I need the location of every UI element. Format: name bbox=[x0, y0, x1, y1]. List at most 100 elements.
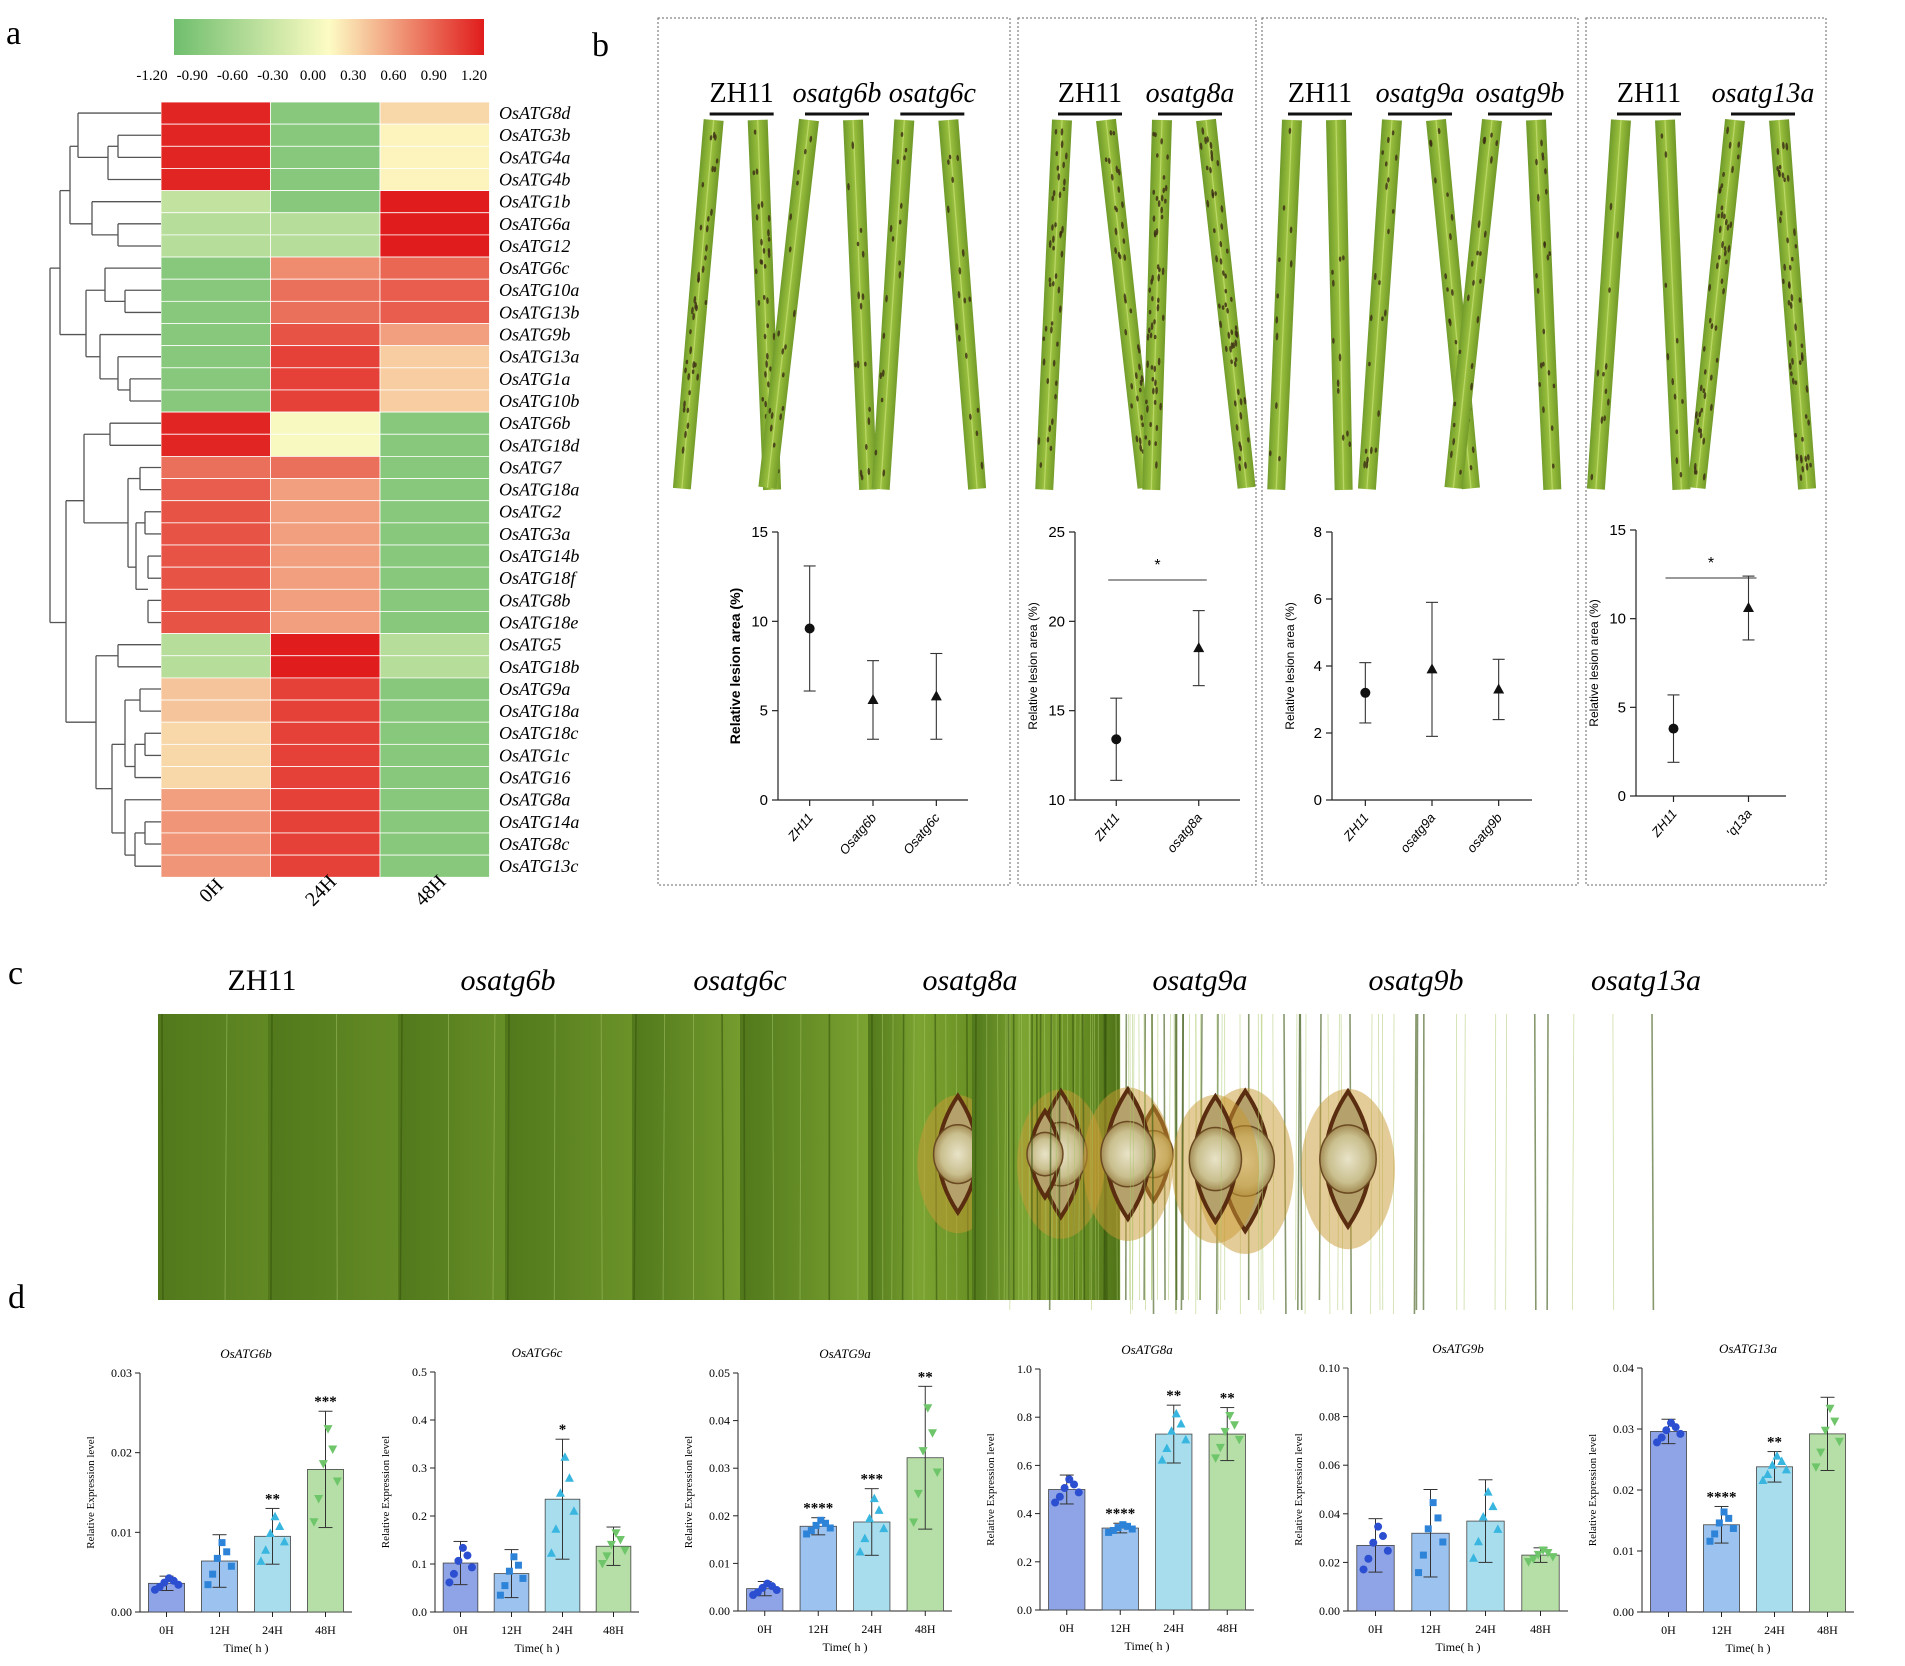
replicate-point bbox=[913, 1489, 923, 1499]
leaf-midrib bbox=[1275, 119, 1293, 490]
expression-chart: OsATG9a 0.00 0.01 0.02 0.03 0.04 0.05 Relative … bbox=[683, 1346, 952, 1654]
gene-label: OsATG7 bbox=[499, 457, 562, 477]
x-tick-label: ZH11 bbox=[1340, 810, 1372, 844]
replicate-point bbox=[1128, 1525, 1136, 1533]
leaf-blade bbox=[938, 119, 987, 490]
lesion-spot bbox=[1114, 247, 1117, 254]
replicate-point bbox=[1364, 1554, 1373, 1563]
lesion-spot bbox=[788, 246, 792, 253]
leaf-blade bbox=[1586, 119, 1631, 490]
lesion-spot bbox=[1062, 186, 1066, 192]
lesion-spot bbox=[712, 131, 716, 139]
leaf-vein bbox=[1260, 1013, 1264, 1311]
heatmap-cell bbox=[270, 389, 381, 413]
lesion-spot bbox=[1793, 228, 1796, 237]
leaf-blade bbox=[1655, 119, 1691, 491]
heatmap-cell bbox=[270, 123, 381, 147]
replicate-point bbox=[812, 1521, 820, 1529]
lesion-spot bbox=[1225, 248, 1229, 254]
leaf-vein bbox=[1505, 1013, 1508, 1311]
lesion-spot bbox=[1450, 213, 1454, 221]
lesion-spot bbox=[1124, 298, 1127, 304]
heatmap-cell bbox=[160, 566, 271, 590]
lesion-spot bbox=[1444, 273, 1448, 280]
lesion-spot bbox=[1156, 304, 1160, 312]
genotype-label: osatg9a bbox=[1376, 78, 1465, 109]
y-tick-label: 0.04 bbox=[1319, 1507, 1340, 1521]
y-tick-label: 0.01 bbox=[1613, 1544, 1634, 1558]
lesion-spot bbox=[1230, 359, 1233, 364]
lesion-spot bbox=[1785, 142, 1789, 151]
replicate-point bbox=[328, 1445, 338, 1455]
heatmap-cell bbox=[270, 168, 381, 191]
y-tick-label: 0.02 bbox=[1613, 1483, 1634, 1497]
scale-tick-label: 1.20 bbox=[461, 68, 487, 84]
lesion-spot bbox=[1048, 425, 1052, 433]
replicate-point bbox=[1543, 1549, 1553, 1558]
gene-label: OsATG14b bbox=[499, 546, 579, 566]
lesion-spot bbox=[1243, 396, 1247, 405]
lesion-spot bbox=[947, 159, 950, 165]
y-tick-label: 1.0 bbox=[1017, 1362, 1032, 1376]
expression-bar-charts: OsATG6b 0.00 0.01 0.02 0.03 Relative Expressi… bbox=[85, 1341, 1854, 1655]
lesion-spot bbox=[1054, 128, 1058, 135]
leaf-vein bbox=[506, 1013, 510, 1301]
x-axis-label: Time( h ) bbox=[1436, 1640, 1481, 1654]
replicate-point bbox=[1230, 1421, 1240, 1430]
lesion-spot bbox=[1804, 455, 1808, 462]
heatmap-cell bbox=[270, 655, 381, 679]
lesion-spot bbox=[898, 260, 901, 266]
lesion-spot bbox=[1542, 328, 1546, 335]
lesion-spot bbox=[1147, 327, 1151, 334]
replicate-point bbox=[275, 1521, 285, 1531]
lesion-spot bbox=[1490, 132, 1493, 138]
lesion-spot bbox=[1805, 462, 1809, 471]
lesion-spot bbox=[1729, 221, 1733, 229]
lesion-spot bbox=[770, 412, 774, 420]
lesion-spot bbox=[1051, 224, 1054, 231]
scale-tick-label: -0.90 bbox=[177, 68, 208, 84]
lesion-spot bbox=[1724, 219, 1728, 226]
lesion-spot bbox=[1237, 388, 1240, 396]
lesion-spot bbox=[1063, 178, 1066, 186]
heatmap-cell bbox=[379, 145, 490, 169]
lesion-spot bbox=[1154, 441, 1157, 447]
lesion-spot bbox=[752, 170, 756, 176]
mean-marker-triangle bbox=[1426, 663, 1438, 674]
replicate-point bbox=[1473, 1536, 1483, 1546]
replicate-point bbox=[1424, 1525, 1432, 1533]
leaf-vein bbox=[1131, 1013, 1135, 1311]
leaf-vein bbox=[336, 1013, 338, 1301]
gene-label: OsATG6a bbox=[499, 214, 570, 234]
y-tick-label: 0 bbox=[1618, 788, 1626, 805]
lesion-spot bbox=[882, 469, 886, 477]
replicate-point bbox=[1434, 1514, 1442, 1522]
lesion-spot bbox=[1239, 398, 1243, 406]
replicate-point bbox=[551, 1524, 561, 1533]
lesion-spot bbox=[1718, 225, 1722, 234]
gene-label: OsATG1b bbox=[499, 192, 570, 212]
significance-label: * bbox=[1154, 557, 1160, 574]
lesion-spot bbox=[796, 180, 799, 186]
lesion-spot bbox=[767, 214, 771, 222]
lesion-spot bbox=[1054, 273, 1058, 280]
replicate-point bbox=[1811, 1463, 1821, 1472]
lesion-spot bbox=[1363, 460, 1366, 469]
heatmap-cell bbox=[160, 389, 271, 413]
lesion-spot bbox=[1046, 436, 1050, 443]
heatmap-cell bbox=[379, 345, 490, 369]
lesion-spot bbox=[1394, 154, 1398, 161]
lesion-spot bbox=[1801, 436, 1804, 442]
leaf-blade bbox=[1267, 119, 1302, 491]
y-tick-label: 15 bbox=[1609, 522, 1626, 539]
lesion-panel: ZH11 osatg13a 0 5 10 15 Relative lesion area (… bbox=[1585, 17, 1827, 886]
lesion-spot bbox=[1244, 461, 1247, 469]
lesion-spot bbox=[1159, 402, 1162, 411]
lesion-spot bbox=[1152, 131, 1155, 137]
lesion-spot bbox=[1479, 251, 1482, 256]
leaf-midrib bbox=[766, 119, 810, 488]
replicate-point bbox=[1830, 1417, 1840, 1427]
y-tick-label: 0.00 bbox=[111, 1605, 132, 1619]
heatmap-cell bbox=[160, 699, 271, 723]
heatmap-cell bbox=[379, 788, 490, 812]
